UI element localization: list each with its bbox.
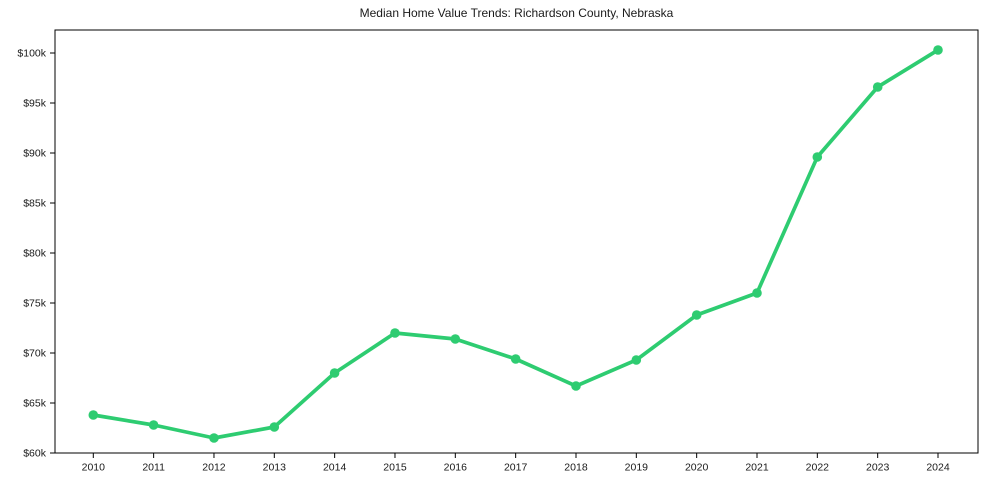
x-axis-tick-label: 2014 — [323, 462, 347, 474]
data-point-marker-2022 — [812, 152, 823, 162]
data-point-marker-2021 — [752, 288, 762, 298]
y-axis-tick-label: $85k — [23, 198, 47, 210]
data-point-marker-2017 — [510, 354, 521, 364]
y-axis-tick-label: $70k — [23, 348, 47, 360]
data-point-marker-2024 — [933, 45, 943, 55]
y-axis-tick-label: $75k — [23, 298, 47, 310]
x-axis-tick-label: 2023 — [866, 462, 890, 474]
x-axis-tick-label: 2013 — [263, 462, 287, 474]
x-axis-tick-label: 2012 — [202, 462, 226, 474]
data-point-marker-2020 — [691, 310, 702, 320]
data-point-marker-2010 — [88, 410, 99, 420]
plot-border — [54, 29, 979, 454]
y-axis-tick-label: $65k — [23, 398, 47, 410]
data-point-marker-2018 — [571, 381, 581, 391]
data-point-marker-2013 — [269, 422, 280, 432]
x-axis-tick-label: 2015 — [383, 462, 407, 474]
trend-line — [91, 48, 940, 440]
x-axis-tick-label: 2018 — [564, 462, 588, 474]
chart-title: Median Home Value Trends: Richardson Cou… — [359, 6, 674, 20]
x-axis-tick-label: 2020 — [685, 462, 709, 474]
x-axis-tick-label: 2019 — [625, 462, 649, 474]
x-axis-tick-label: 2024 — [926, 462, 950, 474]
x-axis-tick-label: 2017 — [504, 462, 528, 474]
y-axis-tick-label: $100k — [17, 48, 46, 60]
y-axis-tick-label: $90k — [23, 148, 47, 160]
y-axis-tick-label: $80k — [23, 248, 47, 260]
data-point-marker-2012 — [209, 433, 219, 443]
x-axis-tick-label: 2011 — [142, 462, 165, 474]
x-axis-tick-label: 2021 — [745, 462, 769, 474]
data-point-marker-2015 — [390, 328, 400, 338]
y-axis-tick-label: $95k — [23, 98, 47, 110]
data-point-marker-2023 — [872, 82, 883, 92]
data-point-marker-2011 — [148, 420, 159, 430]
y-axis-tick-label: $60k — [23, 448, 47, 460]
x-axis-tick-label: 2022 — [806, 462, 830, 474]
x-axis-tick-label: 2016 — [444, 462, 468, 474]
data-point-marker-2016 — [450, 334, 461, 344]
x-axis-tick-label: 2010 — [82, 462, 106, 474]
data-point-marker-2019 — [631, 355, 642, 365]
data-point-marker-2014 — [329, 368, 340, 378]
